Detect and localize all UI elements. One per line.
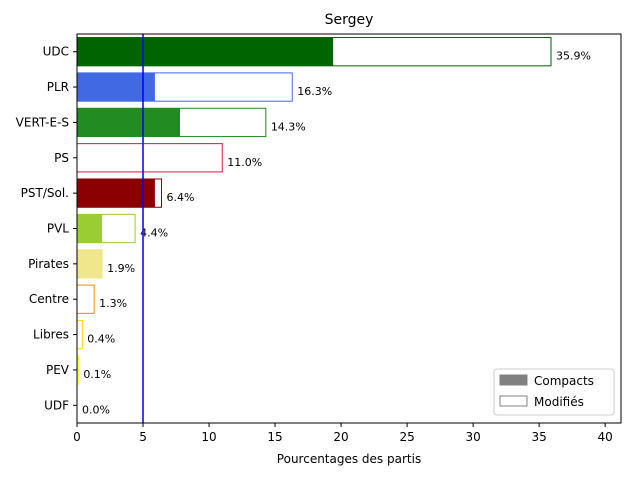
plot-frame bbox=[76, 33, 622, 424]
value-label-8: 0.4% bbox=[87, 333, 115, 346]
bar-modified-8 bbox=[76, 319, 83, 350]
legend-label-1: Modifiés bbox=[534, 395, 584, 409]
value-label-3: 11.0% bbox=[227, 156, 262, 169]
value-label-5: 4.4% bbox=[140, 227, 168, 240]
x-tick-label-2: 10 bbox=[201, 430, 216, 444]
bar-compact-6 bbox=[77, 249, 103, 279]
y-tick-label-3: PS bbox=[54, 151, 69, 165]
x-axis-title: Pourcentages des partis bbox=[277, 452, 421, 466]
bar-modified-7 bbox=[76, 284, 95, 314]
y-tick-label-8: Libres bbox=[33, 328, 69, 342]
value-label-2: 14.3% bbox=[271, 120, 306, 133]
chart-title: Sergey bbox=[325, 12, 374, 28]
y-tick-label-0: UDC bbox=[43, 45, 69, 59]
y-axis: UDC PLR VERT-E-S PS PST/Sol. PVL Pirates Centre… bbox=[16, 45, 77, 412]
y-tick-label-9: PEV bbox=[46, 363, 70, 377]
value-label-9: 0.1% bbox=[83, 368, 111, 381]
bar-compact-1 bbox=[77, 72, 155, 102]
y-tick-label-7: Centre bbox=[29, 292, 69, 306]
bar-compact-5 bbox=[77, 214, 103, 243]
x-axis: 0 5 10 15 20 25 30 35 40 bbox=[73, 423, 613, 444]
bar-compact-0 bbox=[77, 37, 334, 66]
y-tick-label-4: PST/Sol. bbox=[21, 186, 69, 200]
value-labels-group: 35.9% 16.3% 14.3% 11.0% 6.4% 4.4% 1.9% 1.3% 0.4%… bbox=[82, 50, 591, 417]
value-label-4: 6.4% bbox=[167, 191, 195, 204]
y-tick-label-1: PLR bbox=[47, 80, 69, 94]
y-tick-label-6: Pirates bbox=[28, 257, 69, 271]
bar-modified-3 bbox=[76, 143, 223, 173]
x-tick-label-6: 30 bbox=[465, 430, 480, 444]
value-label-6: 1.9% bbox=[107, 262, 135, 275]
value-label-7: 1.3% bbox=[99, 297, 127, 310]
value-label-0: 35.9% bbox=[556, 50, 591, 63]
legend: Compacts Modifiés bbox=[493, 368, 615, 416]
legend-label-0: Compacts bbox=[534, 374, 594, 388]
x-tick-label-3: 15 bbox=[267, 430, 282, 444]
x-tick-label-5: 25 bbox=[399, 430, 414, 444]
x-tick-label-8: 40 bbox=[598, 430, 613, 444]
value-label-10: 0.0% bbox=[82, 403, 110, 416]
y-tick-label-10: UDF bbox=[44, 398, 69, 412]
legend-swatch-0 bbox=[499, 374, 528, 386]
y-tick-label-2: VERT-E-S bbox=[16, 115, 69, 129]
legend-swatch-1 bbox=[499, 395, 528, 407]
x-tick-label-0: 0 bbox=[73, 430, 81, 444]
x-tick-label-1: 5 bbox=[139, 430, 147, 444]
y-tick-label-5: PVL bbox=[47, 222, 69, 236]
value-label-1: 16.3% bbox=[297, 85, 332, 98]
bars-group bbox=[76, 37, 552, 385]
bar-compact-4 bbox=[77, 178, 155, 208]
x-tick-label-4: 20 bbox=[333, 430, 348, 444]
bar-compact-2 bbox=[77, 108, 180, 137]
x-tick-label-7: 35 bbox=[531, 430, 546, 444]
